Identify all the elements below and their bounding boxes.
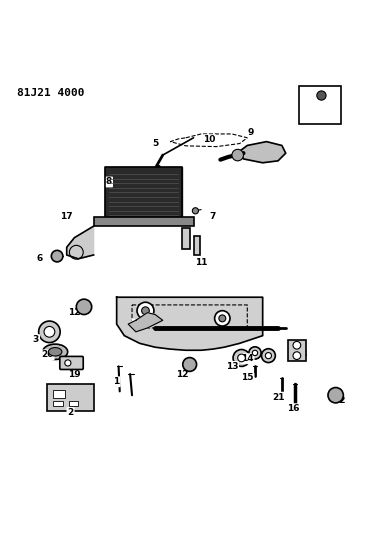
Bar — [53, 390, 65, 398]
Circle shape — [262, 349, 275, 362]
Text: 9: 9 — [248, 127, 254, 136]
Text: 7: 7 — [209, 212, 216, 221]
Circle shape — [293, 342, 301, 349]
Circle shape — [265, 352, 272, 359]
Text: 6: 6 — [37, 254, 43, 263]
FancyBboxPatch shape — [60, 357, 83, 369]
Bar — [288, 340, 306, 361]
Text: 10: 10 — [203, 135, 215, 144]
Circle shape — [293, 352, 301, 359]
Ellipse shape — [43, 344, 68, 359]
Ellipse shape — [48, 348, 62, 356]
Text: 15: 15 — [241, 374, 253, 382]
Text: 16: 16 — [287, 404, 300, 413]
Text: 13: 13 — [226, 362, 238, 371]
Circle shape — [65, 360, 71, 366]
Text: 21: 21 — [272, 393, 284, 402]
Circle shape — [232, 149, 243, 161]
Polygon shape — [116, 297, 263, 350]
Circle shape — [137, 302, 154, 319]
Text: 20: 20 — [41, 350, 54, 359]
Text: 11: 11 — [195, 258, 207, 267]
Circle shape — [249, 347, 261, 359]
Circle shape — [215, 311, 230, 326]
Circle shape — [44, 326, 55, 337]
Text: 12: 12 — [176, 369, 188, 378]
Text: 2: 2 — [67, 408, 74, 417]
Text: 8: 8 — [106, 177, 112, 187]
Text: 18: 18 — [310, 108, 323, 117]
Circle shape — [238, 354, 245, 362]
Text: 1: 1 — [113, 377, 120, 386]
Circle shape — [183, 358, 197, 372]
Bar — [48, 384, 94, 410]
Text: 23: 23 — [295, 350, 307, 359]
Text: 19: 19 — [68, 369, 81, 378]
Bar — [194, 236, 200, 255]
Circle shape — [233, 350, 250, 366]
Polygon shape — [128, 313, 163, 332]
Text: 12: 12 — [68, 308, 80, 317]
Text: 3: 3 — [33, 335, 39, 344]
Circle shape — [219, 315, 226, 322]
Bar — [53, 401, 63, 406]
Circle shape — [51, 251, 63, 262]
Circle shape — [39, 321, 60, 343]
Text: 22: 22 — [333, 397, 346, 406]
Circle shape — [142, 307, 149, 314]
Text: 17: 17 — [60, 212, 73, 221]
Circle shape — [76, 299, 92, 314]
Text: 14: 14 — [241, 354, 253, 363]
Polygon shape — [105, 167, 182, 220]
FancyBboxPatch shape — [299, 86, 341, 124]
Circle shape — [328, 387, 343, 403]
Bar — [68, 401, 78, 406]
Polygon shape — [67, 226, 94, 259]
Text: 4: 4 — [133, 320, 139, 329]
Bar — [182, 228, 190, 249]
Text: 81J21 4000: 81J21 4000 — [17, 88, 84, 98]
Circle shape — [317, 91, 326, 100]
Circle shape — [252, 350, 258, 356]
Polygon shape — [240, 142, 286, 163]
Bar — [94, 216, 194, 226]
Text: 5: 5 — [152, 139, 158, 148]
Circle shape — [192, 208, 199, 214]
